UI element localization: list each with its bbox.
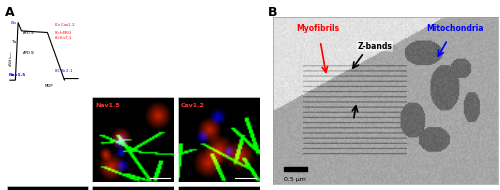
Text: Cav1.2: Cav1.2	[181, 103, 205, 108]
Text: A: A	[5, 6, 15, 19]
Text: APD$_{90}$: APD$_{90}$	[22, 29, 36, 37]
Text: APD$_{50}$: APD$_{50}$	[22, 50, 36, 58]
Text: B: B	[268, 6, 277, 19]
Text: MDP: MDP	[45, 84, 54, 88]
Text: $I_{Kr}$ hERG: $I_{Kr}$ hERG	[54, 29, 72, 37]
Text: dV/dt$_{max}$: dV/dt$_{max}$	[7, 51, 15, 67]
Text: $I_{Na}$: $I_{Na}$	[10, 19, 17, 27]
Text: Myofibrils: Myofibrils	[296, 24, 340, 33]
Text: 0.5 μm: 0.5 μm	[284, 177, 306, 182]
Text: Z-bands: Z-bands	[358, 42, 392, 51]
Text: $I_{Ca}$ Cav1.2: $I_{Ca}$ Cav1.2	[54, 21, 76, 28]
Text: Mitochondria: Mitochondria	[426, 24, 484, 33]
Text: $I_{Ks}$ Kv7.1: $I_{Ks}$ Kv7.1	[54, 35, 73, 42]
Text: Nav1.5: Nav1.5	[8, 73, 26, 77]
Text: $I_{K1}$ Kir2.1: $I_{K1}$ Kir2.1	[54, 67, 74, 75]
Text: Nav1.5: Nav1.5	[95, 103, 120, 108]
Bar	[284, 167, 308, 171]
Text: Ta: Ta	[12, 40, 16, 44]
